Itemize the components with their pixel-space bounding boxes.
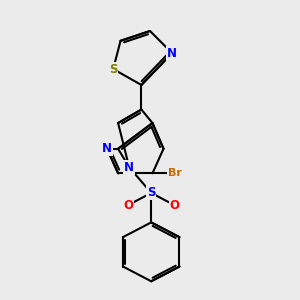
Text: N: N (102, 142, 112, 155)
Text: O: O (123, 199, 133, 212)
Text: N: N (167, 46, 177, 60)
Text: S: S (147, 186, 155, 200)
Text: O: O (169, 199, 179, 212)
Text: N: N (124, 161, 134, 174)
Text: Br: Br (168, 168, 182, 178)
Text: S: S (109, 62, 117, 76)
